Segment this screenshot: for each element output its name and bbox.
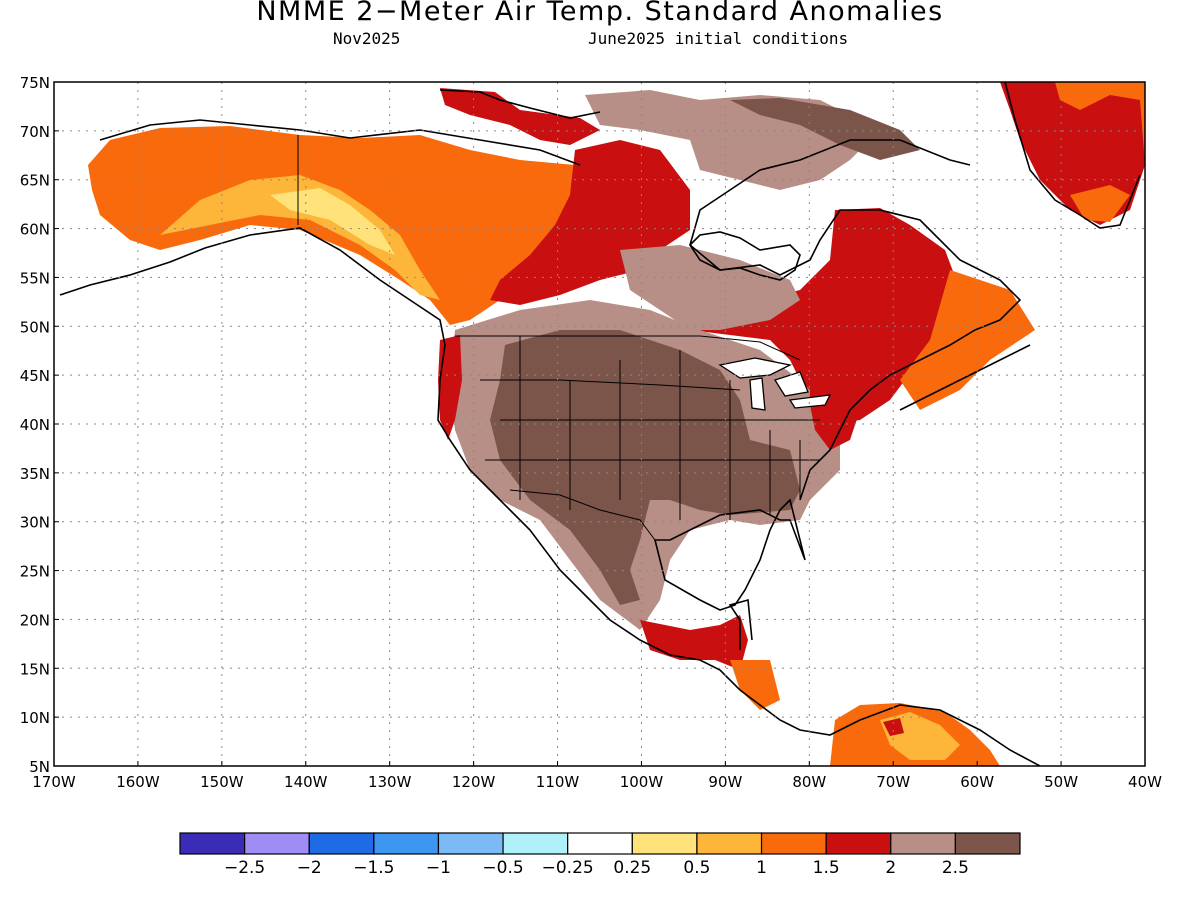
lon-tick-label: 50W xyxy=(1044,773,1078,791)
map-title: NMME 2−Meter Air Temp. Standard Anomalie… xyxy=(256,0,944,27)
lon-tick-label: 120W xyxy=(452,773,496,791)
lat-tick-label: 60N xyxy=(20,221,50,239)
great-lakes xyxy=(718,357,832,411)
colorbar-label: −1 xyxy=(426,858,451,878)
lon-tick-label: 40W xyxy=(1128,773,1162,791)
colorbar-label: 0.25 xyxy=(613,858,651,878)
lon-tick-label: 110W xyxy=(536,773,580,791)
lat-tick-label: 50N xyxy=(20,318,50,336)
colorbar-label: −0.5 xyxy=(482,858,523,878)
lat-tick-label: 55N xyxy=(20,269,50,287)
lon-tick-label: 170W xyxy=(32,773,76,791)
lat-tick-label: 5N xyxy=(29,758,50,776)
colorbar-swatch xyxy=(308,832,375,855)
forecast-month: Nov2025 xyxy=(333,29,401,48)
political-borders xyxy=(297,135,820,541)
lon-tick-label: 90W xyxy=(708,773,742,791)
longitude-labels: 170W 160W 150W 140W 130W 120W 110W 100W 90W 80W 70… xyxy=(32,761,1162,791)
colorbar-swatch xyxy=(696,832,763,855)
lat-tick-label: 15N xyxy=(20,660,50,678)
coastlines xyxy=(59,82,1141,766)
lat-tick-label: 25N xyxy=(20,563,50,581)
lat-tick-label: 10N xyxy=(20,709,50,727)
colorbar-label: 0.5 xyxy=(683,858,710,878)
colorbar-swatch xyxy=(502,832,569,855)
colorbar xyxy=(179,832,1021,855)
colorbar-swatch xyxy=(631,832,698,855)
colorbar-swatch xyxy=(954,832,1021,855)
colorbar-swatch xyxy=(567,832,633,855)
lon-tick-label: 150W xyxy=(200,773,244,791)
colorbar-label: 2 xyxy=(885,858,896,878)
lon-tick-label: 80W xyxy=(792,773,826,791)
lon-tick-label: 160W xyxy=(116,773,160,791)
colorbar-labels: −2.5 −2 −1.5 −1 −0.5 −0.25 0.25 0.5 1 1.5 2 2.5 xyxy=(224,858,969,878)
lat-lon-grid xyxy=(54,82,1145,766)
lat-tick-label: 40N xyxy=(20,416,50,434)
colorbar-label: −2 xyxy=(297,858,322,878)
lat-tick-label: 70N xyxy=(20,123,50,141)
lat-tick-label: 20N xyxy=(20,611,50,629)
colorbar-swatch xyxy=(760,832,827,855)
colorbar-swatch xyxy=(825,832,892,855)
lon-tick-label: 130W xyxy=(368,773,412,791)
colorbar-swatch xyxy=(373,832,440,855)
colorbar-label: −2.5 xyxy=(224,858,265,878)
colorbar-label: 1 xyxy=(756,858,767,878)
lon-tick-label: 140W xyxy=(284,773,328,791)
colorbar-swatch xyxy=(179,832,246,855)
lat-tick-label: 45N xyxy=(20,367,50,385)
colorbar-swatch xyxy=(890,832,956,855)
lat-tick-label: 30N xyxy=(20,514,50,532)
lat-tick-label: 75N xyxy=(20,74,50,92)
lon-tick-label: 60W xyxy=(960,773,994,791)
map-layers xyxy=(54,82,1145,766)
colorbar-label: −0.25 xyxy=(542,858,594,878)
initial-conditions: June2025 initial conditions xyxy=(588,29,849,48)
lon-tick-label: 70W xyxy=(876,773,910,791)
colorbar-label: 2.5 xyxy=(942,858,969,878)
latitude-labels: 75N 70N 65N 60N 55N 50N 45N 40N 35N 30N 25N 20N 15N 1… xyxy=(20,74,59,776)
colorbar-label: −1.5 xyxy=(353,858,394,878)
colorbar-swatch xyxy=(244,832,310,855)
lat-tick-label: 65N xyxy=(20,172,50,190)
lat-tick-label: 35N xyxy=(20,465,50,483)
lon-tick-label: 100W xyxy=(620,773,664,791)
colorbar-label: 1.5 xyxy=(813,858,840,878)
colorbar-swatch xyxy=(437,832,504,855)
